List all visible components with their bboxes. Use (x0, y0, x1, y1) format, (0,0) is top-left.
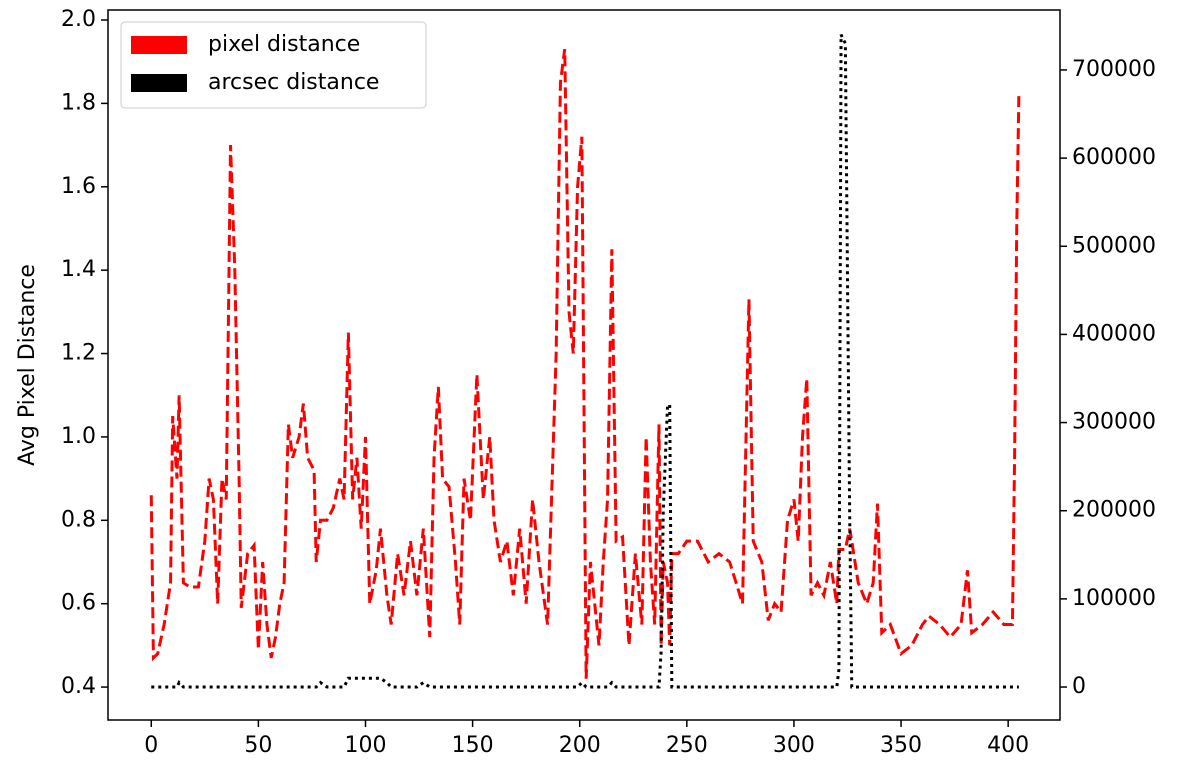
x-tick-label: 300 (773, 733, 815, 758)
y2-tick-label: 700000 (1072, 57, 1156, 82)
x-tick-label: 250 (666, 733, 708, 758)
y-tick-label: 0.4 (61, 674, 96, 699)
x-tick-label: 100 (344, 733, 386, 758)
x-tick-label: 200 (559, 733, 601, 758)
series-line (151, 34, 1019, 689)
y-tick-label: 0.6 (61, 591, 96, 616)
x-tick-label: 50 (244, 733, 272, 758)
series-line (149, 48, 1021, 679)
x-tick-label: 350 (880, 733, 922, 758)
y-tick-label: 2.0 (61, 7, 96, 32)
y-tick-label: 1.8 (61, 90, 96, 115)
x-tick-label: 0 (144, 733, 158, 758)
y2-tick-label: 300000 (1072, 410, 1156, 435)
y2-tick-label: 600000 (1072, 145, 1156, 170)
y2-tick-label: 400000 (1072, 321, 1156, 346)
x-tick-label: 150 (452, 733, 494, 758)
y-tick-label: 0.8 (61, 507, 96, 532)
plot-frame (107, 9, 1061, 721)
y-tick-label: 1.4 (61, 257, 96, 282)
y-tick-label: 1.6 (61, 174, 96, 199)
legend-box (120, 21, 427, 109)
legend-label: arcsec distance (208, 70, 379, 95)
legend-swatch (131, 74, 187, 92)
y-tick-label: 1.0 (61, 424, 96, 449)
y2-tick-label: 100000 (1072, 586, 1156, 611)
y-tick-label: 1.2 (61, 341, 96, 366)
y-axis-label: Avg Pixel Distance (15, 264, 40, 466)
x-tick-label: 400 (987, 733, 1029, 758)
y2-tick-label: 0 (1072, 674, 1086, 699)
y2-tick-label: 500000 (1072, 233, 1156, 258)
y2-tick-label: 200000 (1072, 498, 1156, 523)
legend-swatch (131, 36, 187, 54)
legend-label: pixel distance (208, 32, 360, 57)
